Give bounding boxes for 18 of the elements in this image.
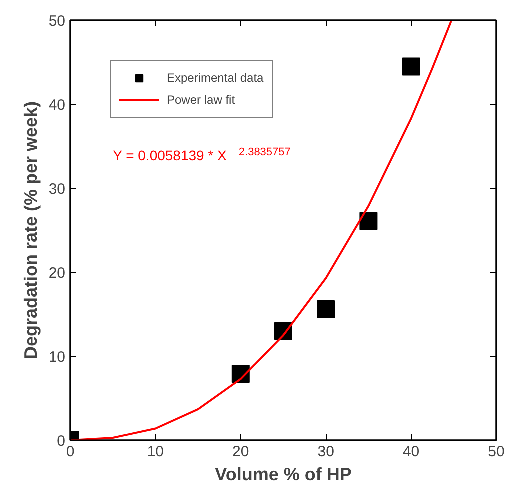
point	[317, 300, 336, 318]
y-tick-label: 10	[48, 349, 66, 366]
legend-label: Power law fit	[167, 93, 236, 107]
y-tick-label: 20	[48, 265, 66, 282]
y-axis-title: Degradation rate (% per week)	[20, 101, 41, 360]
point	[402, 58, 420, 76]
y-tick-label: 30	[48, 181, 66, 198]
x-tick-label: 30	[318, 444, 334, 460]
x-tick-label: 40	[402, 444, 420, 460]
y-tick-label: 50	[48, 13, 66, 30]
legend-label: Experimental data	[167, 71, 264, 85]
point	[360, 212, 378, 230]
x-tick-label: 50	[488, 444, 505, 460]
y-tick-label: 0	[57, 433, 66, 450]
x-tick-label: 10	[147, 444, 164, 460]
x-axis-title: Volume % of HP	[215, 464, 352, 484]
x-tick-label: 20	[232, 444, 250, 460]
y-tick-label: 40	[48, 97, 66, 114]
